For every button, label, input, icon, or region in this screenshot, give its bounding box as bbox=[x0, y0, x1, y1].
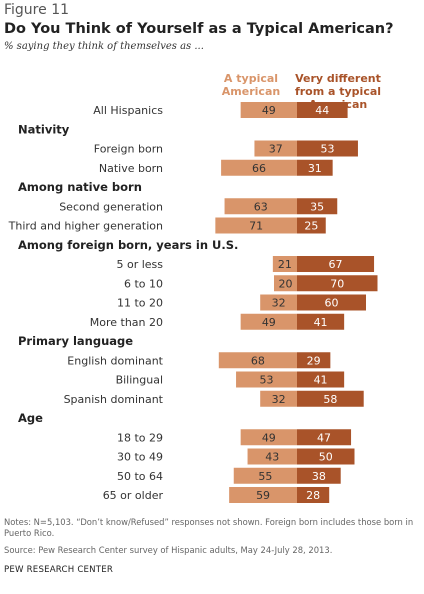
value-different-more-than-20: 41 bbox=[314, 316, 328, 329]
row-label-11-to-20: 11 to 20 bbox=[117, 297, 163, 310]
bar-different-second-generation bbox=[297, 198, 338, 215]
chart-title: Do You Think of Yourself as a Typical Am… bbox=[4, 21, 394, 37]
value-typical-english-dominant: 68 bbox=[251, 354, 265, 367]
row-label-6-to-10: 6 to 10 bbox=[124, 277, 163, 290]
value-different-bilingual: 41 bbox=[314, 374, 328, 387]
chart-credit: PEW RESEARCH CENTER bbox=[4, 565, 114, 575]
bar-typical-65-or-older bbox=[229, 487, 297, 503]
legend-typical-label: A typical American bbox=[221, 72, 281, 98]
value-typical-65-or-older: 59 bbox=[256, 489, 270, 502]
section-heading-primary-language: Primary language bbox=[18, 334, 133, 348]
value-typical-second-generation: 63 bbox=[254, 200, 268, 213]
row-label-5-or-less: 5 or less bbox=[116, 258, 163, 271]
legend-typical: A typical American bbox=[210, 72, 292, 98]
value-typical-5-or-less: 21 bbox=[278, 258, 292, 271]
row-label-18-to-29: 18 to 29 bbox=[117, 431, 163, 444]
bar-typical-11-to-20 bbox=[260, 294, 297, 311]
value-different-all-hispanics: 44 bbox=[315, 104, 329, 117]
value-different-third-and-higher-generation: 25 bbox=[304, 220, 318, 233]
bar-different-50-to-64 bbox=[297, 467, 341, 484]
chart-subtitle: % saying they think of themselves as ... bbox=[4, 41, 204, 52]
bar-typical-50-to-64 bbox=[233, 467, 297, 484]
bar-different-more-than-20 bbox=[297, 313, 345, 330]
value-different-18-to-29: 47 bbox=[317, 431, 331, 444]
legend-different: Very different from a typical American bbox=[282, 72, 394, 111]
value-typical-native-born: 66 bbox=[252, 162, 266, 175]
bar-typical-6-to-10 bbox=[274, 275, 297, 292]
value-typical-18-to-29: 49 bbox=[262, 431, 276, 444]
row-label-second-generation: Second generation bbox=[59, 200, 163, 213]
bar-different-bilingual bbox=[297, 371, 345, 388]
bar-different-30-to-49 bbox=[297, 448, 355, 465]
value-different-65-or-older: 28 bbox=[306, 489, 320, 502]
value-typical-bilingual: 53 bbox=[260, 374, 274, 387]
value-different-english-dominant: 29 bbox=[307, 354, 321, 367]
value-different-second-generation: 35 bbox=[310, 200, 324, 213]
bar-different-6-to-10 bbox=[297, 275, 378, 292]
value-typical-all-hispanics: 49 bbox=[262, 104, 276, 117]
row-label-bilingual: Bilingual bbox=[116, 374, 163, 387]
section-heading-among-native-born: Among native born bbox=[18, 180, 142, 194]
bar-typical-bilingual bbox=[236, 371, 297, 388]
row-label-third-and-higher-generation: Third and higher generation bbox=[8, 220, 163, 233]
row-label-native-born: Native born bbox=[99, 162, 163, 175]
section-heading-among-foreign-born-years-in-u-s: Among foreign born, years in U.S. bbox=[18, 238, 238, 252]
row-label-more-than-20: More than 20 bbox=[90, 316, 163, 329]
row-label-65-or-older: 65 or older bbox=[103, 489, 164, 502]
bar-typical-all-hispanics bbox=[240, 102, 297, 118]
value-different-native-born: 31 bbox=[308, 162, 322, 175]
section-heading-nativity: Nativity bbox=[18, 122, 70, 136]
bar-typical-more-than-20 bbox=[240, 313, 297, 330]
row-label-50-to-64: 50 to 64 bbox=[117, 470, 163, 483]
row-label-english-dominant: English dominant bbox=[67, 354, 163, 367]
value-different-50-to-64: 38 bbox=[312, 470, 326, 483]
row-label-spanish-dominant: Spanish dominant bbox=[64, 393, 164, 406]
bar-different-foreign-born bbox=[297, 140, 358, 157]
value-different-spanish-dominant: 58 bbox=[323, 393, 337, 406]
chart-notes: Notes: N=5,103. “Don’t know/Refused” res… bbox=[4, 517, 414, 538]
bar-different-65-or-older bbox=[297, 487, 330, 503]
bar-different-native-born bbox=[297, 159, 333, 176]
value-typical-spanish-dominant: 32 bbox=[272, 393, 286, 406]
bar-typical-second-generation bbox=[224, 198, 297, 215]
value-different-30-to-49: 50 bbox=[319, 451, 333, 464]
bar-typical-native-born bbox=[221, 159, 297, 176]
bar-different-all-hispanics bbox=[297, 102, 348, 118]
bar-typical-foreign-born bbox=[254, 140, 297, 157]
bar-different-third-and-higher-generation bbox=[297, 217, 326, 234]
value-different-6-to-10: 70 bbox=[330, 277, 344, 290]
figure-label: Figure 11 bbox=[4, 2, 70, 18]
bar-different-5-or-less bbox=[297, 256, 375, 272]
bar-different-spanish-dominant bbox=[297, 390, 364, 407]
value-typical-third-and-higher-generation: 71 bbox=[249, 220, 263, 233]
chart-source: Source: Pew Research Center survey of Hi… bbox=[4, 545, 333, 555]
value-typical-foreign-born: 37 bbox=[269, 143, 283, 156]
value-typical-6-to-10: 20 bbox=[279, 277, 293, 290]
bar-typical-30-to-49 bbox=[247, 448, 297, 465]
bar-typical-18-to-29 bbox=[240, 429, 297, 446]
value-typical-30-to-49: 43 bbox=[265, 451, 279, 464]
bar-typical-english-dominant bbox=[218, 352, 297, 369]
legend-different-label: Very different from a typical American bbox=[294, 72, 382, 111]
row-label-30-to-49: 30 to 49 bbox=[117, 451, 163, 464]
bar-typical-5-or-less bbox=[272, 256, 297, 272]
value-different-foreign-born: 53 bbox=[320, 143, 334, 156]
bar-typical-third-and-higher-generation bbox=[215, 217, 297, 234]
value-different-5-or-less: 67 bbox=[329, 258, 343, 271]
bar-typical-spanish-dominant bbox=[260, 390, 297, 407]
row-label-all-hispanics: All Hispanics bbox=[93, 104, 163, 117]
bar-different-11-to-20 bbox=[297, 294, 366, 311]
section-heading-age: Age bbox=[18, 411, 43, 425]
bar-different-18-to-29 bbox=[297, 429, 352, 446]
value-different-11-to-20: 60 bbox=[325, 297, 339, 310]
row-label-foreign-born: Foreign born bbox=[94, 143, 163, 156]
value-typical-11-to-20: 32 bbox=[272, 297, 286, 310]
value-typical-50-to-64: 55 bbox=[258, 470, 272, 483]
value-typical-more-than-20: 49 bbox=[262, 316, 276, 329]
bar-different-english-dominant bbox=[297, 352, 331, 369]
